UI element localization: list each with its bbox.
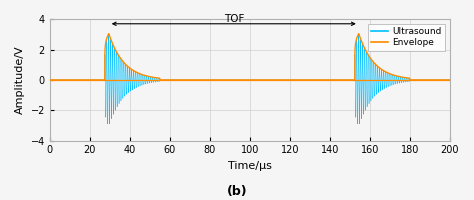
- X-axis label: Time/μs: Time/μs: [228, 161, 272, 171]
- Y-axis label: Amplitude/V: Amplitude/V: [15, 46, 25, 114]
- Text: (b): (b): [227, 185, 247, 198]
- Text: TOF: TOF: [224, 14, 244, 24]
- Legend: Ultrasound, Envelope: Ultrasound, Envelope: [368, 24, 445, 51]
